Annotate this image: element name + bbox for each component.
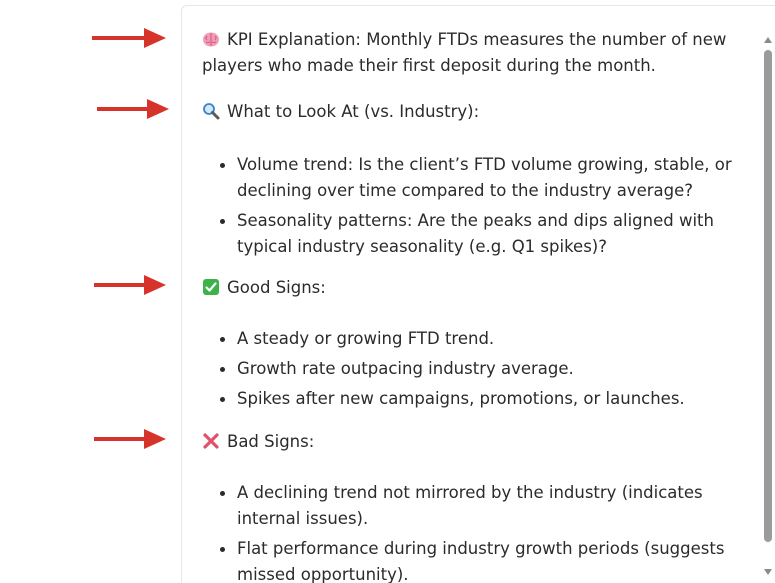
good-item-3: Spikes after new campaigns, promotions, … bbox=[237, 389, 685, 408]
vertical-scrollbar[interactable] bbox=[761, 36, 775, 576]
message-panel: KPI Explanation: Monthly FTDs measures t… bbox=[181, 5, 775, 583]
check-mark-icon bbox=[202, 278, 220, 296]
bullet-icon bbox=[220, 397, 225, 402]
list-item: Spikes after new campaigns, promotions, … bbox=[202, 386, 762, 412]
list-item: Volume trend: Is the client’s FTD volume… bbox=[202, 152, 762, 204]
bullet-icon bbox=[220, 547, 225, 552]
look-section: What to Look At (vs. Industry): bbox=[202, 99, 762, 125]
annotation-arrow-icon bbox=[94, 429, 166, 449]
look-item-1: Volume trend: Is the client’s FTD volume… bbox=[237, 155, 732, 200]
brain-icon bbox=[202, 30, 220, 48]
good-list-block: A steady or growing FTD trend. Growth ra… bbox=[202, 326, 762, 416]
good-item-1: A steady or growing FTD trend. bbox=[237, 329, 495, 348]
kpi-paragraph: KPI Explanation: Monthly FTDs measures t… bbox=[202, 27, 762, 79]
bad-heading-text: Bad Signs: bbox=[227, 432, 315, 451]
bad-heading: Bad Signs: bbox=[202, 429, 762, 455]
bullet-icon bbox=[220, 337, 225, 342]
bullet-icon bbox=[220, 163, 225, 168]
good-heading-text: Good Signs: bbox=[227, 278, 326, 297]
good-section: Good Signs: bbox=[202, 275, 762, 301]
annotation-arrow-icon bbox=[92, 28, 166, 48]
look-heading-text: What to Look At (vs. Industry): bbox=[227, 102, 480, 121]
bad-list-block: A declining trend not mirrored by the in… bbox=[202, 480, 762, 583]
scrollbar-thumb[interactable] bbox=[764, 50, 772, 542]
list-item: A declining trend not mirrored by the in… bbox=[202, 480, 762, 532]
kpi-text: KPI Explanation: Monthly FTDs measures t… bbox=[202, 30, 727, 75]
good-list: A steady or growing FTD trend. Growth ra… bbox=[202, 326, 762, 412]
look-list: Volume trend: Is the client’s FTD volume… bbox=[202, 152, 762, 260]
look-item-2: Seasonality patterns: Are the peaks and … bbox=[237, 211, 714, 256]
list-item: Flat performance during industry growth … bbox=[202, 536, 762, 583]
bad-list: A declining trend not mirrored by the in… bbox=[202, 480, 762, 583]
cross-mark-icon bbox=[202, 432, 220, 450]
magnifying-glass-icon bbox=[202, 102, 220, 120]
list-item: Growth rate outpacing industry average. bbox=[202, 356, 762, 382]
bullet-icon bbox=[220, 219, 225, 224]
look-heading: What to Look At (vs. Industry): bbox=[202, 99, 762, 125]
annotation-arrow-icon bbox=[97, 99, 169, 119]
list-item: A steady or growing FTD trend. bbox=[202, 326, 762, 352]
bullet-icon bbox=[220, 367, 225, 372]
bad-item-2: Flat performance during industry growth … bbox=[237, 539, 725, 583]
good-heading: Good Signs: bbox=[202, 275, 762, 301]
scroll-up-arrow-icon[interactable] bbox=[764, 37, 772, 43]
bad-item-1: A declining trend not mirrored by the in… bbox=[237, 483, 703, 528]
annotation-arrow-icon bbox=[94, 275, 166, 295]
bullet-icon bbox=[220, 491, 225, 496]
good-item-2: Growth rate outpacing industry average. bbox=[237, 359, 574, 378]
list-item: Seasonality patterns: Are the peaks and … bbox=[202, 208, 762, 260]
kpi-section: KPI Explanation: Monthly FTDs measures t… bbox=[202, 27, 762, 79]
bad-section: Bad Signs: bbox=[202, 429, 762, 455]
look-list-block: Volume trend: Is the client’s FTD volume… bbox=[202, 152, 762, 264]
scroll-down-arrow-icon[interactable] bbox=[764, 569, 772, 575]
